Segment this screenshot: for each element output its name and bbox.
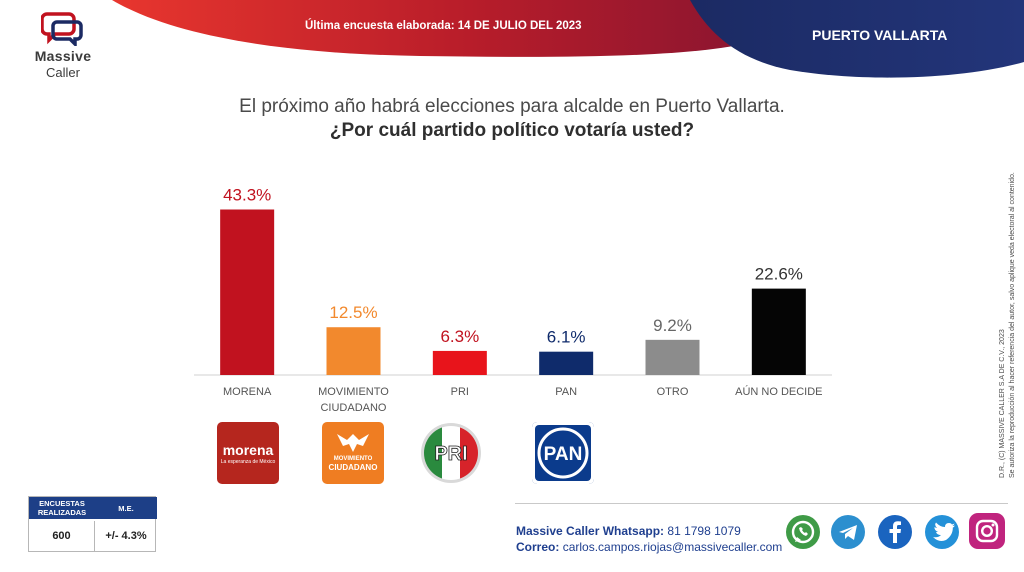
- whatsapp-icon[interactable]: [786, 515, 820, 549]
- surveys-header-line1: ENCUESTAS: [39, 499, 85, 508]
- pan-emblem-icon: PAN: [532, 422, 594, 484]
- pri-logo: PRI: [420, 422, 482, 484]
- category-label-2: PRI: [451, 386, 469, 398]
- category-label-4: OTRO: [657, 386, 689, 398]
- survey-date-value: 14 DE JULIO DEL 2023: [457, 20, 582, 32]
- mc-logo-line2: CIUDADANO: [328, 463, 378, 472]
- category-label-0: MORENA: [223, 386, 272, 398]
- movimiento-ciudadano-logo: MOVIMIENTO CIUDADANO: [322, 422, 384, 484]
- bar-value-label-1: 12.5%: [329, 303, 377, 322]
- mc-logo-line1: MOVIMIENTO: [333, 456, 373, 462]
- sample-info-table: ENCUESTAS REALIZADAS M.E. 600 +/- 4.3%: [28, 496, 157, 552]
- telegram-icon[interactable]: [831, 515, 865, 549]
- facebook-icon[interactable]: [878, 515, 912, 549]
- header-banner: [112, 0, 1024, 78]
- pan-logo-text: PAN: [544, 444, 583, 465]
- survey-date: Última encuesta elaborada: 14 DE JULIO D…: [305, 20, 582, 32]
- surveys-value: 600: [29, 521, 95, 551]
- question-intro: El próximo año habrá elecciones para alc…: [239, 96, 785, 117]
- category-label-1: CIUDADANO: [320, 402, 386, 414]
- footer-divider: [515, 503, 1008, 504]
- bar-value-label-2: 6.3%: [440, 327, 479, 346]
- email-label: Correo:: [516, 540, 560, 554]
- bar-value-label-0: 43.3%: [223, 185, 271, 204]
- eagle-icon: [337, 434, 369, 452]
- copyright-disclaimer: D.R., (C) MASSIVE CALLER S.A DE C.V., 20…: [998, 172, 1018, 478]
- email-address[interactable]: carlos.campos.riojas@massivecaller.com: [562, 540, 783, 554]
- chat-bubbles-icon: [41, 12, 83, 46]
- instagram-icon[interactable]: [969, 513, 1005, 549]
- pan-logo: PAN: [532, 422, 594, 484]
- bar-value-label-5: 22.6%: [755, 265, 803, 284]
- margin-error-value: +/- 4.3%: [105, 530, 147, 542]
- disclaimer-line1: D.R., (C) MASSIVE CALLER S.A DE C.V., 20…: [999, 329, 1006, 478]
- whatsapp-number[interactable]: 81 1798 1079: [667, 524, 741, 538]
- footer-email: Correo: carlos.campos.riojas@massivecall…: [516, 540, 782, 554]
- logo-word-1: Massive: [34, 48, 92, 64]
- category-label-5: AÚN NO DECIDE: [735, 385, 822, 398]
- pri-logo-text: PRI: [434, 443, 467, 465]
- bar-4: [645, 339, 700, 375]
- bar-value-label-3: 6.1%: [547, 328, 586, 347]
- margin-error-header: M.E.: [95, 497, 157, 519]
- survey-date-label: Última encuesta elaborada:: [305, 20, 455, 32]
- morena-logo: morena La esperanza de México: [217, 422, 279, 484]
- bar-2: [432, 350, 487, 375]
- morena-logo-tagline: La esperanza de México: [220, 459, 276, 465]
- question-main: ¿Por cuál partido político votaría usted…: [329, 120, 695, 141]
- bar-value-label-4: 9.2%: [653, 316, 692, 335]
- bar-1: [326, 327, 381, 375]
- category-label-1: MOVIMIENTO: [318, 386, 389, 398]
- bar-3: [539, 351, 594, 375]
- whatsapp-label: Massive Caller Whatsapp:: [516, 524, 665, 538]
- pri-emblem-icon: PRI: [421, 423, 481, 483]
- city-title: PUERTO VALLARTA: [812, 27, 948, 43]
- logo-word-2: Caller: [46, 65, 80, 80]
- disclaimer-line2: Se autoriza la reproducción al hacer ref…: [1009, 172, 1016, 478]
- morena-logo-text: morena: [222, 442, 274, 458]
- category-label-3: PAN: [555, 386, 577, 398]
- footer-whatsapp: Massive Caller Whatsapp: 81 1798 1079: [516, 524, 741, 538]
- bar-5: [751, 288, 806, 375]
- surveys-header: ENCUESTAS REALIZADAS: [29, 497, 95, 519]
- twitter-icon[interactable]: [925, 515, 959, 549]
- massive-caller-logo: Massive Caller: [30, 10, 96, 80]
- bar-0: [220, 209, 275, 375]
- surveys-header-line2: REALIZADAS: [37, 508, 87, 517]
